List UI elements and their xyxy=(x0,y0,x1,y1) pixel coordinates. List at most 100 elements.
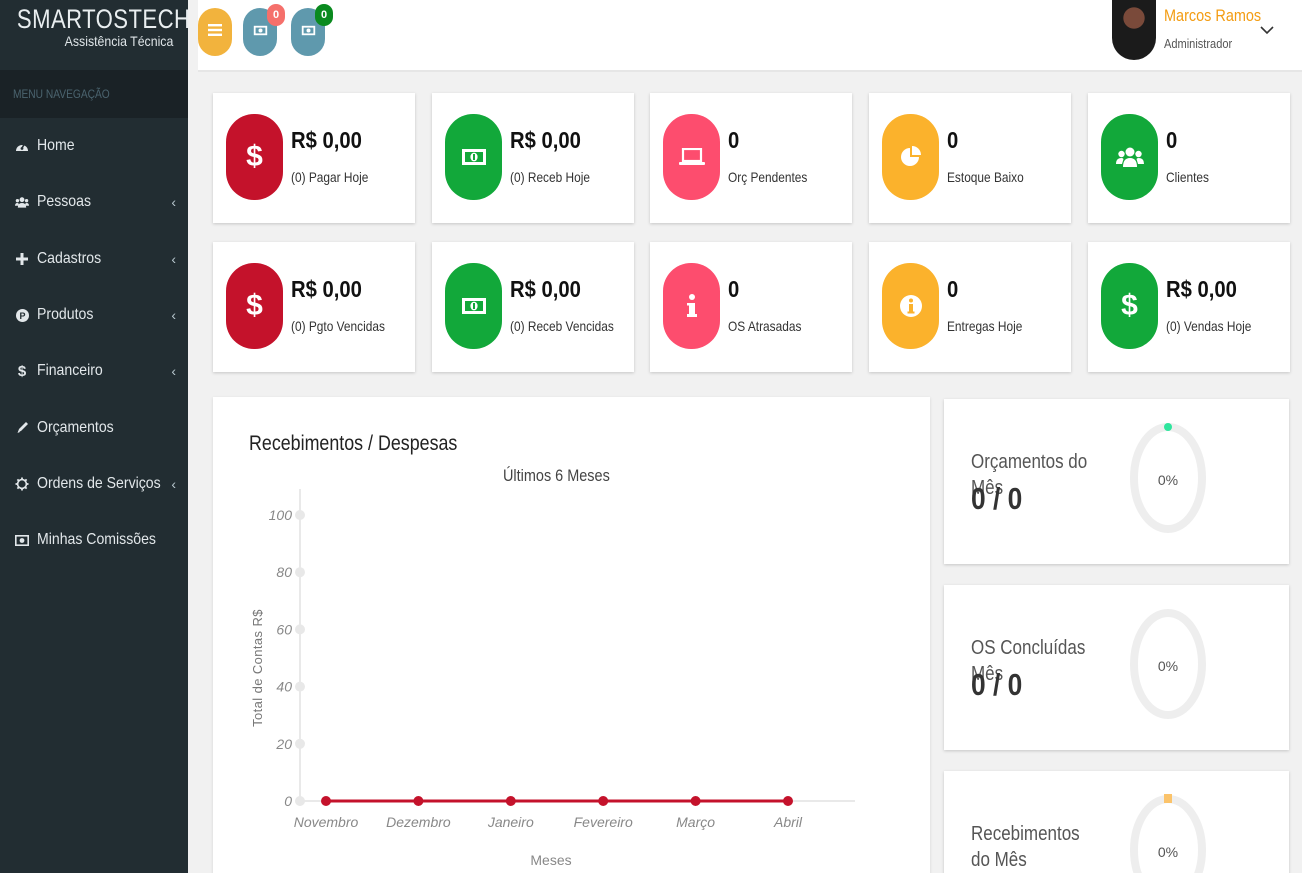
chevron-left-icon: ‹ xyxy=(171,194,176,211)
x-tick-label: Janeiro xyxy=(487,814,534,830)
gear-icon xyxy=(15,477,29,491)
card-label: (0) Pgto Vencidas xyxy=(291,318,385,334)
chart-title: Últimos 6 Meses xyxy=(503,466,610,485)
panel-value: 0 / 0 xyxy=(971,667,1023,702)
data-point xyxy=(783,796,793,806)
y-tick-label: 100 xyxy=(269,507,293,523)
menu-header: MENU NAVEGAÇÃO xyxy=(0,70,188,118)
panel-percent: 0% xyxy=(1157,844,1179,860)
chevron-left-icon: ‹ xyxy=(171,475,176,492)
y-axis-label: Total de Contas R$ xyxy=(250,609,265,727)
user-role: Administrador xyxy=(1164,36,1233,51)
brand-name: SMARTOSTECH xyxy=(16,4,191,34)
brand-logo[interactable]: SMARTOSTECH Assistência Técnica xyxy=(0,0,191,70)
sidebar-item-label: Cadastros xyxy=(37,249,102,267)
panel-percent: 0% xyxy=(1157,472,1179,488)
money-icon xyxy=(445,114,502,200)
dollar-icon: $ xyxy=(226,263,283,349)
sidebar-item-financeiro[interactable]: $ Financeiro ‹ xyxy=(0,343,188,399)
sidebar-item-label: Pessoas xyxy=(37,193,92,211)
money-icon xyxy=(253,23,268,41)
sidebar-item-label: Produtos xyxy=(37,306,94,324)
x-tick-label: Abril xyxy=(773,814,803,830)
panel-title: OS Concluídas Mês xyxy=(971,637,1086,685)
card-pagar-hoje[interactable]: $ R$ 0,00 (0) Pagar Hoje xyxy=(213,93,415,223)
card-os-atrasadas[interactable]: 0 OS Atrasadas xyxy=(650,242,852,372)
menu-toggle-button[interactable] xyxy=(198,8,232,56)
panel-orcamentos-mes: Orçamentos do Mês 0 / 0 0% xyxy=(944,399,1289,564)
chevron-left-icon: ‹ xyxy=(171,250,176,267)
y-tick-marker xyxy=(295,510,305,520)
x-tick-label: Fevereiro xyxy=(574,814,633,830)
info-circle-icon xyxy=(882,263,939,349)
sidebar-item-home[interactable]: Home xyxy=(0,118,188,174)
data-point xyxy=(598,796,609,806)
card-orc-pendentes[interactable]: 0 Orç Pendentes xyxy=(650,93,852,223)
y-tick-marker xyxy=(295,738,305,749)
y-tick-marker xyxy=(295,624,305,635)
card-label: OS Atrasadas xyxy=(728,318,802,334)
card-clientes[interactable]: 0 Clientes xyxy=(1088,93,1290,223)
notification-badge: 0 xyxy=(267,4,285,26)
progress-ring xyxy=(1130,423,1206,533)
card-label: (0) Receb Vencidas xyxy=(510,318,614,334)
user-menu[interactable]: Marcos Ramos Administrador xyxy=(1112,0,1302,70)
panel-title: Recebimentos do Mês xyxy=(971,823,1080,871)
dollar-icon: $ xyxy=(17,362,27,380)
y-tick-label: 80 xyxy=(276,564,292,580)
card-vendas-hoje[interactable]: $ R$ 0,00 (0) Vendas Hoje xyxy=(1088,242,1290,372)
line-chart: 0 20 40 60 80 100 Total de Contas R$ Novembro De… xyxy=(250,489,855,868)
sidebar-item-produtos[interactable]: P Produtos ‹ xyxy=(0,287,188,343)
dollar-icon: $ xyxy=(1101,263,1158,349)
chevron-down-icon[interactable] xyxy=(1260,22,1274,40)
sidebar-item-pessoas[interactable]: Pessoas ‹ xyxy=(0,174,188,230)
chevron-left-icon: ‹ xyxy=(171,363,176,380)
card-value: R$ 0,00 xyxy=(291,276,362,302)
notification-receive-button[interactable]: 0 xyxy=(291,4,333,56)
svg-text:P: P xyxy=(19,311,25,321)
chart-panel: Recebimentos / Despesas Últimos 6 Meses … xyxy=(213,397,930,873)
chevron-left-icon: ‹ xyxy=(171,307,176,324)
users-icon xyxy=(1101,114,1158,200)
sidebar-item-comissoes[interactable]: Minhas Comissões xyxy=(0,512,188,568)
card-value: R$ 0,00 xyxy=(510,127,581,153)
pie-chart-icon xyxy=(882,114,939,200)
money-icon xyxy=(301,23,316,41)
sidebar-item-label: Ordens de Serviços xyxy=(37,474,161,492)
card-pgto-vencidas[interactable]: $ R$ 0,00 (0) Pgto Vencidas xyxy=(213,242,415,372)
y-tick-marker xyxy=(295,567,305,578)
progress-ring xyxy=(1130,609,1206,719)
sidebar-item-ordens-servicos[interactable]: Ordens de Serviços ‹ xyxy=(0,456,188,512)
x-axis-label: Meses xyxy=(530,852,571,868)
plus-icon xyxy=(15,252,29,266)
notification-pay-button[interactable]: 0 xyxy=(243,4,285,56)
card-value: R$ 0,00 xyxy=(510,276,581,302)
card-label: (0) Receb Hoje xyxy=(510,169,591,185)
sidebar-item-label: Orçamentos xyxy=(37,418,114,436)
sidebar-item-orcamentos[interactable]: Orçamentos xyxy=(0,399,188,455)
panel-os-concluidas-mes: OS Concluídas Mês 0 / 0 0% xyxy=(944,585,1289,750)
laptop-icon xyxy=(663,114,720,200)
info-icon xyxy=(663,263,720,349)
sidebar-item-cadastros[interactable]: Cadastros ‹ xyxy=(0,231,188,287)
x-tick-label: Dezembro xyxy=(386,814,451,830)
card-receb-vencidas[interactable]: R$ 0,00 (0) Receb Vencidas xyxy=(432,242,634,372)
card-entregas-hoje[interactable]: 0 Entregas Hoje xyxy=(869,242,1071,372)
y-tick-label: 0 xyxy=(284,793,292,809)
card-value: 0 xyxy=(728,127,740,153)
card-label: Orç Pendentes xyxy=(728,169,808,185)
money-icon xyxy=(15,533,29,547)
progress-ring xyxy=(1130,794,1206,873)
card-label: Estoque Baixo xyxy=(947,169,1024,185)
data-point xyxy=(413,796,424,806)
card-value: 0 xyxy=(1166,127,1178,153)
card-value: R$ 0,00 xyxy=(291,127,362,153)
card-receb-hoje[interactable]: R$ 0,00 (0) Receb Hoje xyxy=(432,93,634,223)
sidebar-item-label: Home xyxy=(37,137,75,155)
card-estoque-baixo[interactable]: 0 Estoque Baixo xyxy=(869,93,1071,223)
user-name: Marcos Ramos xyxy=(1164,6,1262,25)
product-p-icon: P xyxy=(15,308,29,322)
panel-percent: 0% xyxy=(1157,658,1179,674)
card-value: 0 xyxy=(728,276,740,302)
sidebar-item-label: Minhas Comissões xyxy=(37,531,156,549)
